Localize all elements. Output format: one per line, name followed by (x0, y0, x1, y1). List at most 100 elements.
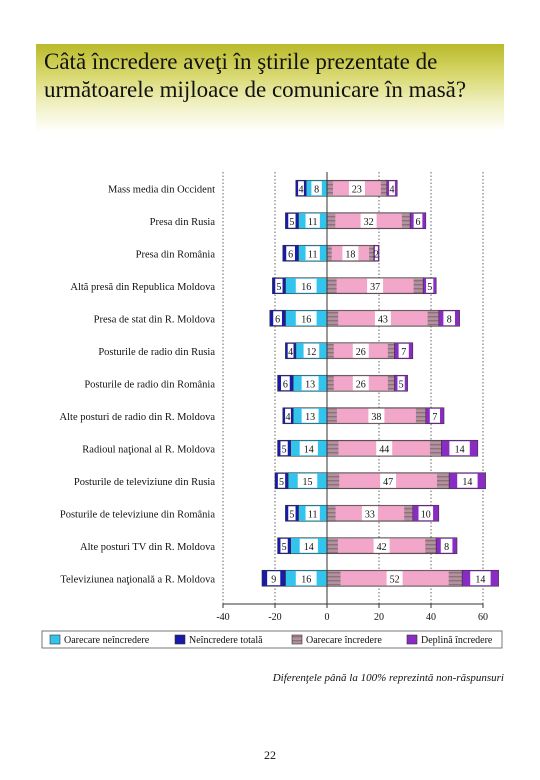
data-label: 42 (377, 542, 387, 553)
category-label: Posturile de radio din România (84, 379, 215, 390)
bar-label-bg (285, 408, 291, 423)
bar-label-bg (275, 278, 283, 293)
legend-label: Oarecare neîncredere (64, 635, 150, 646)
data-label: 6 (283, 379, 288, 390)
data-label: 18 (345, 249, 355, 260)
data-label: 5 (282, 444, 287, 455)
bar-label-bg (457, 473, 478, 488)
bar-label-bg (426, 278, 434, 293)
legend-label: Deplină încredere (421, 635, 493, 646)
category-label: Mass media din Occident (108, 184, 215, 195)
data-label: 10 (421, 509, 431, 520)
bar-label-bg (352, 343, 369, 358)
bar-label-bg (288, 506, 296, 521)
legend-swatch (174, 634, 186, 645)
category-label: Radioul naţional al R. Moldova (82, 444, 215, 455)
bar-label-bg (281, 376, 290, 391)
data-label: 16 (301, 314, 311, 325)
bar-label-bg (298, 181, 304, 196)
data-label: 14 (304, 542, 314, 553)
data-label: 47 (383, 477, 393, 488)
data-label: 32 (364, 217, 374, 228)
data-label: 5 (427, 282, 432, 293)
data-label: 2 (374, 249, 379, 260)
bar-label-bg (374, 246, 378, 261)
data-label: 12 (306, 347, 316, 358)
bar-label-bg (449, 441, 470, 456)
data-label: 15 (303, 477, 313, 488)
data-label: 6 (416, 217, 421, 228)
bar-label-bg (373, 538, 390, 553)
data-label: 6 (275, 314, 280, 325)
data-label: 26 (356, 347, 366, 358)
bar-label-bg (273, 311, 282, 326)
bar-label-bg (342, 246, 359, 261)
bar-label-bg (287, 343, 294, 358)
bar-label-bg (305, 213, 320, 228)
category-label: Televiziunea naţională a R. Moldova (60, 574, 215, 585)
data-label: 14 (304, 444, 314, 455)
data-label: 4 (299, 184, 304, 195)
category-label: Altă presă din Republica Moldova (70, 282, 215, 293)
data-label: 26 (356, 379, 366, 390)
bar-label-bg (352, 376, 369, 391)
data-label: 4 (286, 412, 291, 423)
data-label: 4 (288, 347, 293, 358)
category-label: Posturile de radio din Rusia (98, 347, 215, 358)
legend-label: Oarecare încredere (306, 635, 382, 646)
x-tick-label: 60 (478, 612, 488, 623)
bar-label-bg (361, 506, 378, 521)
data-label: 5 (289, 217, 294, 228)
data-label: 11 (308, 217, 318, 228)
bar-label-bg (277, 473, 286, 488)
bar-label-bg (299, 441, 318, 456)
category-label: Alte posturi TV din R. Moldova (80, 542, 215, 553)
legend-swatch (291, 634, 303, 645)
data-label: 33 (365, 509, 375, 520)
bar-label-bg (360, 213, 377, 228)
category-label: Presa din Rusia (150, 217, 216, 228)
data-label: 5 (289, 509, 294, 520)
data-label: 4 (390, 184, 395, 195)
data-label: 44 (379, 444, 389, 455)
bar-label-bg (429, 408, 440, 423)
data-label: 14 (462, 477, 472, 488)
bar-label-bg (286, 246, 295, 261)
bar-label-bg (368, 408, 385, 423)
data-label: 13 (305, 379, 315, 390)
page-number: 22 (264, 748, 276, 762)
data-label: 5 (399, 379, 404, 390)
category-label: Presa din România (136, 249, 216, 260)
data-label: 13 (305, 412, 315, 423)
bar-label-bg (418, 506, 434, 521)
bar-label-bg (295, 278, 317, 293)
bar-label-bg (374, 311, 391, 326)
bar-label-bg (376, 441, 393, 456)
data-label: 8 (444, 542, 449, 553)
bar-label-bg (413, 213, 423, 228)
data-label: 52 (390, 574, 400, 585)
data-label: 5 (279, 477, 284, 488)
bar-label-bg (280, 441, 288, 456)
data-label: 14 (455, 444, 465, 455)
bar-label-bg (380, 473, 397, 488)
bar-label-bg (297, 473, 318, 488)
bar-label-bg (398, 343, 409, 358)
data-label: 16 (301, 574, 311, 585)
category-label: Alte posturi de radio din R. Moldova (60, 412, 216, 423)
data-label: 16 (301, 282, 311, 293)
data-label: 8 (314, 184, 319, 195)
data-label: 23 (352, 184, 362, 195)
bar-label-bg (470, 571, 491, 586)
data-label: 5 (282, 542, 287, 553)
bar-label-bg (348, 181, 365, 196)
legend-box (41, 630, 503, 649)
x-tick-label: 0 (325, 612, 330, 623)
data-label: 8 (447, 314, 452, 325)
data-label: 7 (432, 412, 437, 423)
data-label: 37 (370, 282, 380, 293)
bar-label-bg (386, 571, 403, 586)
category-label: Posturile de televiziune din România (60, 509, 215, 520)
footnote: Diferenţele până la 100% reprezintă non-… (272, 672, 504, 684)
